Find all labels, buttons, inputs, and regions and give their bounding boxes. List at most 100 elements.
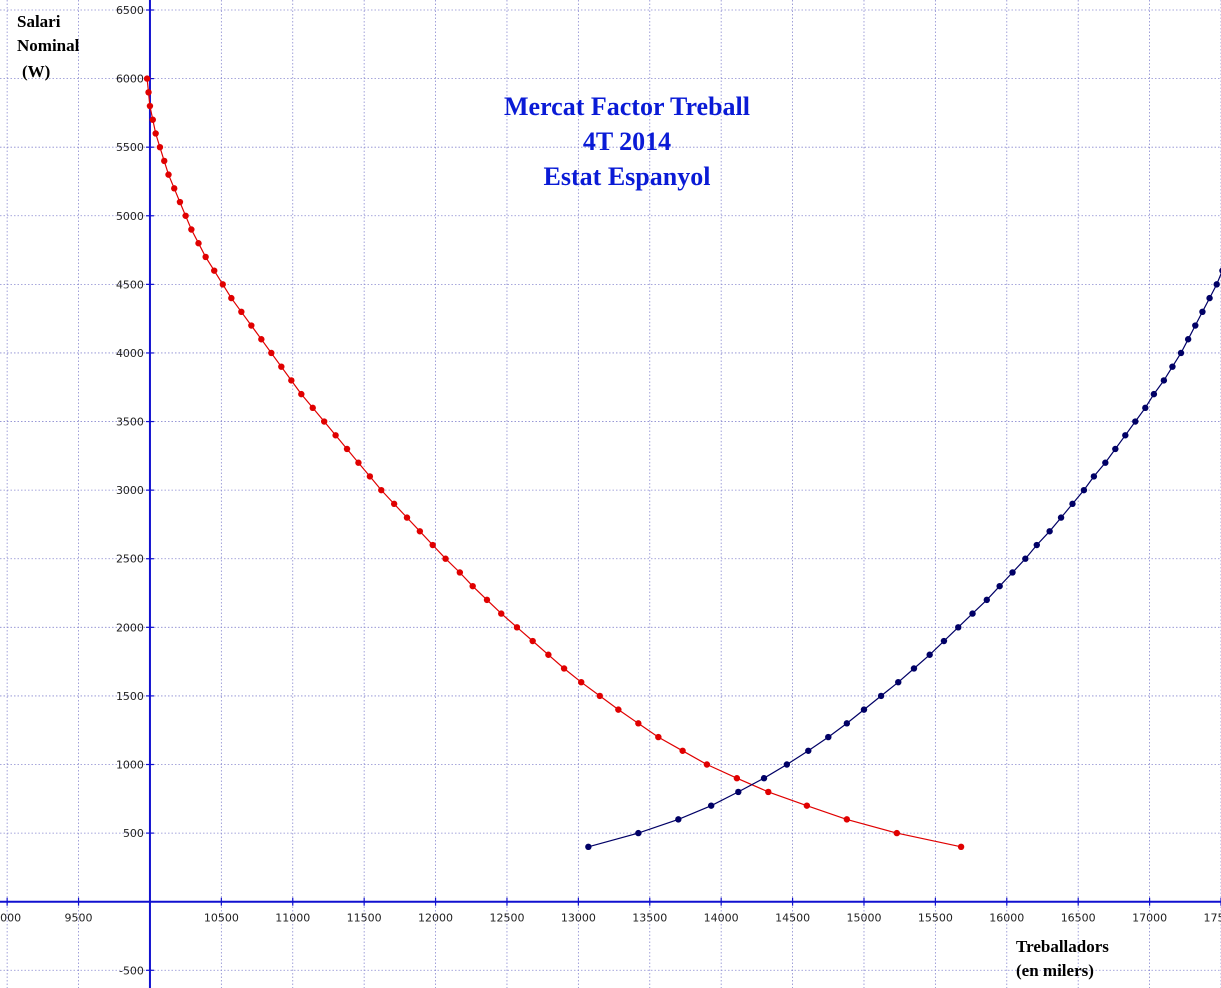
series-1-point	[390, 500, 398, 508]
series-2-point	[1112, 445, 1119, 453]
series-2-point	[760, 775, 768, 782]
series-2	[585, 267, 1221, 851]
series-1-point	[429, 541, 436, 549]
series-1-point	[202, 253, 209, 261]
series-1-point	[258, 336, 265, 343]
series-1-point	[176, 198, 184, 206]
series-1-point	[171, 185, 178, 192]
y-axis-label-line-1: Salari	[17, 12, 61, 31]
series-2-point	[1199, 308, 1206, 316]
series-2-point	[1022, 555, 1029, 562]
series-1-point	[298, 390, 305, 398]
x-tick-label: 12000	[418, 912, 453, 925]
series-1-point	[498, 610, 505, 617]
series-1-point	[635, 720, 642, 727]
series-1-point	[143, 75, 151, 82]
series-1-point	[145, 89, 152, 96]
series-1-point	[529, 637, 536, 645]
series-1-point	[378, 486, 385, 494]
series-2-point	[805, 747, 812, 754]
x-tick-label: 12500	[489, 912, 524, 925]
series-1-point	[765, 788, 772, 796]
series-2-point	[825, 733, 832, 741]
series-2-point	[940, 637, 948, 645]
y-tick-label: 5500	[116, 141, 144, 154]
series-1-point	[513, 624, 521, 631]
series-1-point	[332, 432, 339, 439]
x-tick-label: 11000	[275, 912, 310, 925]
series-2-point	[1080, 486, 1088, 494]
x-tick-label: 17500	[1204, 912, 1221, 925]
series-2-point	[1213, 281, 1220, 288]
y-tick-label: 5000	[116, 210, 144, 223]
series-1-point	[320, 418, 328, 425]
series-2-point	[996, 582, 1003, 590]
series-2-point	[1177, 349, 1185, 357]
series-2-point	[983, 596, 990, 604]
x-tick-label: 11500	[347, 912, 382, 925]
x-tick-label: 10500	[204, 912, 239, 925]
series-1-point	[161, 157, 168, 165]
series-2-point	[1009, 569, 1016, 576]
series-2-point	[635, 829, 642, 837]
y-axis-label-line-2: Nominal	[17, 36, 80, 55]
series-2-point	[969, 610, 976, 617]
series-1-point	[146, 102, 154, 110]
y-tick-label: 4000	[116, 347, 144, 360]
series-1-point	[403, 514, 411, 521]
chart-title-line-3: Estat Espanyol	[544, 162, 711, 191]
series-2-point	[955, 624, 962, 631]
series-2-point	[1206, 294, 1213, 302]
series-1-point	[188, 226, 195, 233]
series-2-point	[1184, 336, 1192, 343]
x-tick-label: 13500	[632, 912, 667, 925]
series-2-point	[675, 816, 682, 823]
series-1-point	[957, 843, 965, 851]
series-1-point	[442, 555, 449, 562]
x-tick-label: 13000	[561, 912, 596, 925]
series-1-point	[355, 459, 362, 466]
series-1-point	[733, 775, 741, 782]
y-tick-label: 2500	[116, 553, 144, 566]
series-1-point	[893, 829, 901, 837]
series-1-point	[366, 473, 374, 480]
series-1-point	[578, 678, 585, 686]
series-1-point	[469, 582, 476, 590]
x-tick-label: 9000	[0, 912, 21, 925]
y-axis-label-line-3: (W)	[22, 62, 50, 81]
x-tick-label: 15000	[846, 912, 881, 925]
series-1-point	[182, 212, 189, 219]
y-tick-label: 6000	[116, 73, 144, 86]
y-tick-label: 1000	[116, 759, 144, 772]
x-tick-label: 16500	[1061, 912, 1096, 925]
series-1-point	[165, 171, 172, 178]
series-2-point	[1102, 459, 1109, 466]
x-tick-label: 14500	[775, 912, 810, 925]
series-1-point	[195, 240, 202, 247]
series-2-point	[1150, 390, 1158, 398]
series-1-point	[238, 308, 245, 316]
series-2-point	[1142, 404, 1149, 412]
series-1-point	[211, 267, 218, 274]
series-2-point	[860, 706, 868, 713]
series-1-point	[655, 733, 662, 741]
y-tick-label: 3500	[116, 416, 144, 429]
y-tick-label: 4500	[116, 278, 144, 291]
series-1-point	[278, 363, 285, 370]
series-2-point	[707, 802, 715, 809]
series-1-point	[268, 349, 275, 357]
series-2-point	[843, 720, 851, 727]
series-1-point	[803, 802, 811, 809]
series-2-point	[1122, 432, 1129, 439]
series-2-point	[1057, 514, 1065, 521]
series-1-point	[703, 761, 711, 768]
series-2-point	[735, 788, 742, 796]
series-1-point	[219, 281, 226, 288]
series-1-point	[309, 404, 316, 412]
chart-title-line-2: 4T 2014	[583, 127, 671, 156]
x-tick-labels: 9000 9500 10500 11000 11500 12000 12500 13000 13…	[0, 912, 1221, 925]
series-1-point	[596, 692, 603, 700]
series-1-point	[615, 706, 622, 713]
x-axis-label-line-2: (en milers)	[1016, 961, 1094, 980]
